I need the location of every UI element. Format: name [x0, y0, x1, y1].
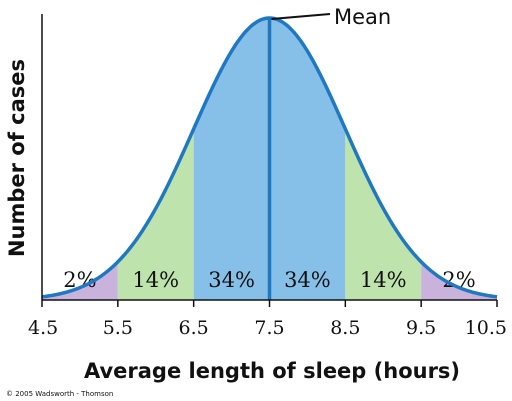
- copyright-text: © 2005 Wadsworth - Thomson: [6, 390, 113, 398]
- region-percent-label-2: 14%: [132, 268, 179, 292]
- mean-pointer: [271, 13, 331, 20]
- x-tick-label-5: 8.5: [330, 317, 360, 339]
- region-percent-label-3: 34%: [208, 268, 255, 292]
- percent-labels: 2% 14% 34% 34% 14% 2%: [63, 268, 475, 292]
- region-6: [421, 261, 497, 300]
- region-percent-label-5: 14%: [360, 268, 407, 292]
- region-1: [42, 261, 118, 300]
- y-axis-label: Number of cases: [5, 59, 29, 257]
- x-tick-label-7: 10.5: [465, 317, 507, 339]
- x-axis-ticks: 4.5 5.5 6.5 7.5 8.5 9.5 10.5: [28, 300, 507, 339]
- x-tick-label-3: 6.5: [179, 317, 209, 339]
- region-4: [269, 18, 346, 300]
- x-tick-label-4: 7.5: [254, 317, 284, 339]
- region-percent-label-4: 34%: [284, 268, 331, 292]
- x-tick-label-6: 9.5: [406, 317, 436, 339]
- x-axis-label: Average length of sleep (hours): [84, 359, 460, 383]
- region-3: [193, 18, 270, 300]
- x-tick-label-1: 4.5: [28, 317, 58, 339]
- x-tick-label-2: 5.5: [103, 317, 133, 339]
- mean-label: Mean: [334, 5, 391, 29]
